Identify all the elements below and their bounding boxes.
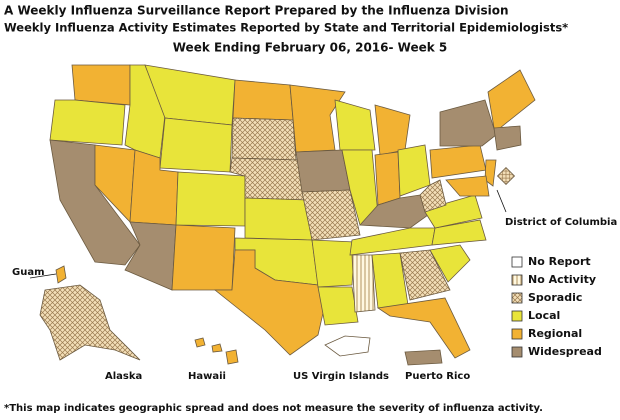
- region-shape: [289, 84, 346, 153]
- virgin-islands-label: US Virgin Islands: [293, 371, 389, 382]
- region-shape: [374, 151, 401, 206]
- footnote: *This map indicates geographic spread an…: [4, 403, 543, 414]
- region-shape: [487, 69, 536, 129]
- region-shape: [124, 221, 177, 291]
- legend-swatch: [511, 328, 523, 340]
- region-shape: [213, 249, 327, 356]
- region-shape: [317, 286, 359, 326]
- region-shape: [244, 197, 313, 241]
- puerto-rico-label: Puerto Rico: [405, 371, 470, 382]
- legend-label: Sporadic: [528, 291, 582, 304]
- alaska-label: Alaska: [105, 371, 142, 382]
- hawaii-label: Hawaii: [188, 371, 226, 382]
- legend: No Report No Activity Sporadic Local Regiona…: [511, 255, 602, 358]
- region-shape: [334, 99, 376, 151]
- region-shape: [376, 297, 471, 359]
- region-shape: [496, 166, 516, 186]
- region-shape: [295, 149, 351, 193]
- region-shape: [159, 117, 233, 173]
- region-shape: [194, 337, 206, 348]
- legend-label: Regional: [528, 327, 582, 340]
- legend-label: No Activity: [528, 273, 596, 286]
- region-shape: [175, 171, 246, 227]
- states: [39, 64, 536, 366]
- region-shape: [419, 179, 447, 213]
- region-shape: [49, 99, 126, 146]
- region-shape: [404, 349, 443, 366]
- region-shape: [374, 104, 411, 156]
- legend-swatch: [511, 256, 523, 268]
- legend-swatch: [511, 310, 523, 322]
- legend-label: No Report: [528, 255, 591, 268]
- region-shape: [231, 117, 297, 161]
- region-shape: [484, 159, 497, 187]
- region-shape: [324, 335, 371, 357]
- region-shape: [351, 254, 376, 313]
- legend-label: Widespread: [528, 345, 602, 358]
- region-shape: [493, 125, 522, 151]
- region-shape: [397, 144, 431, 197]
- subtitle: Weekly Influenza Activity Estimates Repo…: [4, 21, 568, 35]
- legend-swatch: [511, 346, 523, 358]
- region-shape: [429, 144, 487, 179]
- region-shape: [71, 64, 131, 106]
- legend-label: Local: [528, 309, 560, 322]
- region-shape: [211, 343, 223, 353]
- region-shape: [301, 189, 361, 241]
- region-shape: [439, 99, 497, 147]
- title: A Weekly Influenza Surveillance Report P…: [4, 4, 509, 18]
- guam-label: Guam: [12, 267, 45, 278]
- region-shape: [311, 239, 356, 288]
- region-shape: [399, 249, 451, 301]
- region-shape: [39, 284, 141, 361]
- region-shape: [232, 79, 294, 121]
- week: Week Ending February 06, 2016- Week 5: [173, 41, 448, 55]
- region-shape: [424, 194, 483, 229]
- region-shape: [55, 265, 67, 284]
- region-shape: [429, 244, 471, 283]
- legend-swatch: [511, 274, 523, 286]
- legend-swatch: [511, 292, 523, 304]
- region-shape: [171, 224, 236, 291]
- dc-label: District of Columbia: [505, 217, 617, 228]
- region-shape: [445, 175, 490, 197]
- region-shape: [431, 219, 487, 246]
- region-shape: [225, 349, 239, 365]
